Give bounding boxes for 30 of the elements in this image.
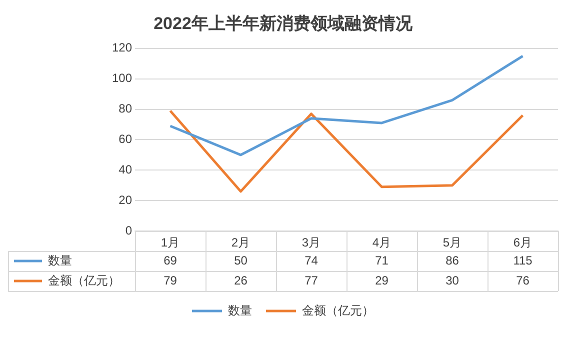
x-tick-label: 1月 — [160, 236, 180, 250]
data-label: 69 — [164, 253, 178, 268]
x-tick-label: 6月 — [513, 236, 532, 250]
x-tick-label: 3月 — [302, 236, 321, 250]
data-label: 115 — [513, 253, 533, 268]
data-label: 86 — [446, 253, 460, 268]
x-tick-label: 4月 — [372, 236, 392, 250]
legend-label: 数量 — [48, 253, 72, 268]
x-tick-label: 2月 — [231, 236, 250, 250]
data-label: 29 — [375, 273, 389, 288]
x-tick-label: 5月 — [442, 236, 462, 250]
y-tick-label: 80 — [118, 102, 132, 116]
data-label: 79 — [164, 273, 178, 288]
y-tick-label: 0 — [125, 223, 132, 238]
data-label: 50 — [234, 253, 248, 268]
data-label: 71 — [375, 253, 389, 268]
data-label: 74 — [304, 253, 318, 268]
y-tick-label: 120 — [112, 40, 132, 55]
chart-title: 2022年上半年新消费领域融资情况 — [154, 14, 414, 33]
text: 数量 — [228, 303, 252, 318]
data-label: 26 — [234, 273, 248, 288]
data-label: 76 — [516, 273, 530, 288]
y-tick-label: 20 — [118, 192, 132, 207]
text: 金额（亿元） — [302, 303, 374, 318]
legend-label: 金额（亿元） — [48, 273, 120, 288]
y-tick-label: 60 — [118, 132, 132, 146]
y-tick-label: 100 — [112, 71, 132, 86]
data-label: 77 — [304, 273, 318, 288]
y-tick-label: 40 — [118, 162, 132, 176]
data-label: 30 — [446, 273, 460, 288]
